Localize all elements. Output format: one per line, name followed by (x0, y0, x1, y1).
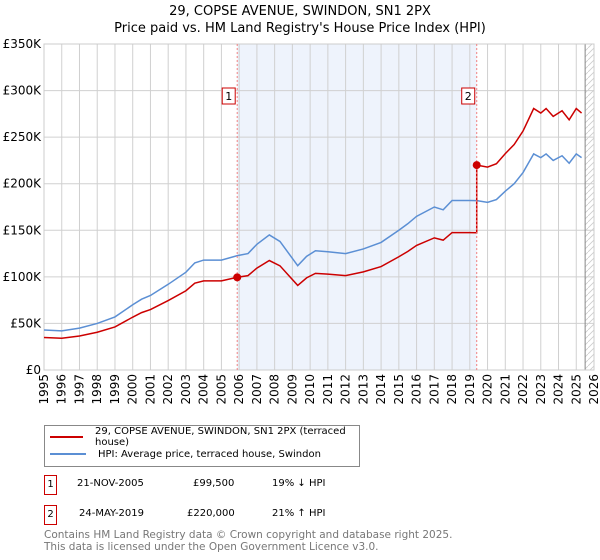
footer: Contains HM Land Registry data © Crown c… (44, 529, 452, 553)
chart-subtitle: Price paid vs. HM Land Registry's House … (114, 21, 486, 36)
property-price-line (43, 107, 583, 340)
price-chart: 1995 1996 1997 1998 1999 2000 2001 2002 2003 2004… (3, 37, 600, 405)
legend: 29, COPSE AVENUE, SWINDON, SN1 2PX (terr… (44, 425, 360, 467)
y-tick-label: £50K (10, 316, 42, 330)
x-tick-label: 2018 (445, 374, 459, 405)
sale-hpi-diff: 19% ↓ HPI (272, 478, 326, 489)
sale-label-box (221, 87, 236, 105)
sale-row-2: 2 24-MAY-2019 £220,000 21% ↑ HPI (44, 505, 444, 525)
sale-label: 1 (225, 90, 232, 103)
x-tick-label: 1996 (55, 374, 69, 405)
sale-hpi-diff: 21% ↑ HPI (272, 508, 326, 519)
footer-line: Contains HM Land Registry data © Crown c… (44, 529, 453, 541)
legend-label: 29, COPSE AVENUE, SWINDON, SN1 2PX (terr… (95, 426, 346, 448)
y-tick-label: £300K (3, 84, 43, 98)
y-tick-label: £150K (3, 223, 43, 237)
x-tick-label: 2002 (161, 374, 175, 405)
legend-item-hpi: HPI: Average price, terraced house, Swin… (45, 446, 321, 462)
x-tick-label: 2004 (197, 374, 211, 405)
footer-line: This data is licensed under the Open Gov… (44, 541, 379, 553)
legend-swatch-red (50, 436, 84, 438)
x-tick-label: 2006 (232, 374, 246, 405)
x-tick-label: 2011 (321, 374, 335, 405)
x-tick-label: 1995 (37, 374, 51, 405)
x-tick-label: 2024 (552, 374, 566, 405)
x-tick-label: 2013 (356, 374, 370, 405)
x-tick-label: 2008 (268, 374, 282, 405)
sale-price: £220,000 (187, 508, 235, 519)
x-tick-label: 2010 (303, 374, 317, 405)
sale-price: £99,500 (193, 478, 235, 489)
x-tick-label: 2014 (374, 374, 388, 405)
y-tick-label: £0 (26, 363, 41, 377)
x-tick-label: 1997 (72, 374, 86, 405)
sale-date: 21-NOV-2005 (77, 478, 144, 489)
y-tick-label: £200K (3, 177, 43, 191)
sale-badge: 1 (44, 475, 57, 495)
x-tick-label: 2016 (410, 374, 424, 405)
sale-date: 24-MAY-2019 (79, 508, 145, 519)
sale-label-box (461, 87, 476, 105)
x-tick-label: 2019 (463, 374, 477, 405)
x-tick-label: 2022 (516, 374, 530, 405)
sale-point (472, 161, 481, 170)
legend-swatch-blue (50, 453, 86, 455)
hpi-line (43, 152, 583, 332)
sale-badge: 2 (44, 505, 57, 525)
x-tick-label: 2026 (587, 374, 600, 405)
y-tick-label: £100K (3, 270, 43, 284)
sale-label: 2 (465, 90, 472, 103)
x-tick-label: 2000 (126, 374, 140, 405)
x-tick-label: 1998 (90, 374, 104, 405)
chart-title: 29, COPSE AVENUE, SWINDON, SN1 2PX (169, 4, 431, 19)
x-tick-label: 2023 (534, 374, 548, 405)
hatched-future-region (585, 44, 594, 370)
sale-point (233, 273, 242, 282)
legend-item-property: 29, COPSE AVENUE, SWINDON, SN1 2PX (terr… (45, 426, 359, 448)
x-tick-label: 2012 (339, 374, 353, 405)
x-tick-label: 2007 (250, 374, 264, 405)
x-tick-label: 2021 (498, 374, 512, 405)
x-tick-label: 2009 (285, 374, 299, 405)
x-tick-label: 2025 (569, 374, 583, 405)
sale-row-1: 1 21-NOV-2005 £99,500 19% ↓ HPI (44, 475, 444, 495)
x-tick-label: 1999 (108, 374, 122, 405)
y-tick-label: £350K (3, 37, 43, 51)
shaded-ownership-period (237, 44, 477, 370)
x-tick-label: 2001 (143, 374, 157, 405)
x-tick-label: 2003 (179, 374, 193, 405)
x-tick-label: 2020 (481, 374, 495, 405)
plot-border (43, 43, 595, 371)
y-tick-label: £250K (3, 130, 43, 144)
x-tick-label: 2005 (214, 374, 228, 405)
x-tick-label: 2015 (392, 374, 406, 405)
x-tick-label: 2017 (427, 374, 441, 405)
legend-label: HPI: Average price, terraced house, Swin… (98, 448, 321, 460)
